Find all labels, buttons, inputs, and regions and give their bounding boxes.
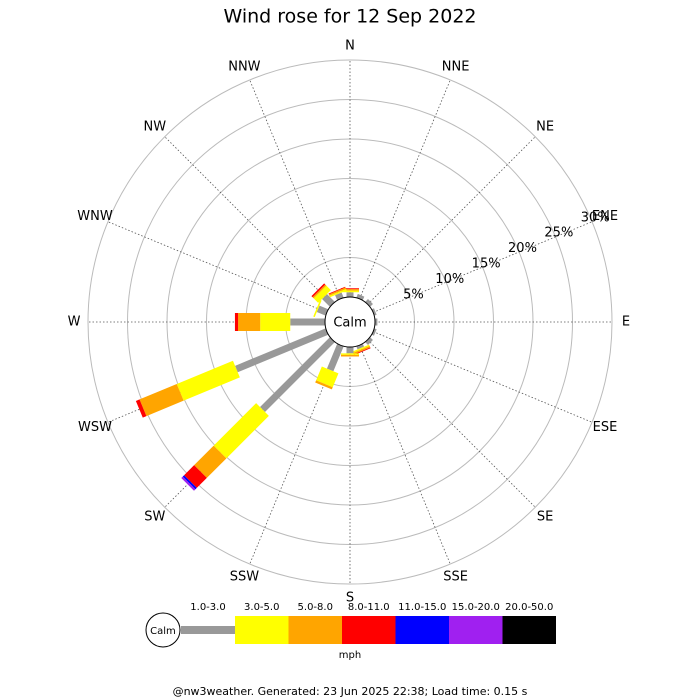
direction-label: NE — [536, 119, 554, 134]
wind-segment — [316, 366, 339, 388]
wind-segment — [176, 360, 240, 401]
direction-label: NW — [144, 119, 167, 134]
wind-segment — [139, 384, 184, 417]
legend-calm-label: Calm — [150, 626, 176, 637]
r-tick-label: 10% — [435, 272, 464, 287]
spoke — [249, 79, 341, 300]
wind-segment — [329, 288, 347, 298]
wind-segment — [322, 294, 335, 307]
wind-segment — [313, 299, 322, 318]
wind-segment — [335, 292, 344, 301]
wind-segment — [365, 337, 373, 345]
wind-segment — [260, 337, 335, 412]
grid-ring — [206, 178, 494, 466]
legend-swatch — [395, 616, 449, 644]
wind-segment — [328, 287, 347, 296]
legend-swatch — [502, 616, 556, 644]
r-tick-label: 20% — [508, 241, 537, 256]
wind-segment — [235, 328, 329, 373]
legend-swatch — [342, 616, 396, 644]
unit-label: mph — [339, 650, 361, 661]
wind-segment — [326, 343, 344, 372]
legend-swatch — [449, 616, 503, 644]
direction-label: SSE — [443, 569, 468, 584]
direction-label: ESE — [593, 420, 618, 435]
wind-segment — [352, 344, 370, 353]
legend-label: 8.0-11.0 — [348, 602, 390, 613]
wind-segment — [312, 284, 327, 299]
wind-segment — [135, 399, 147, 418]
spoke — [359, 79, 451, 300]
wind-segment — [365, 299, 373, 307]
direction-label: SE — [537, 510, 553, 525]
direction-label: NNE — [442, 60, 470, 75]
spoke — [359, 344, 451, 565]
r-tick-label: 25% — [544, 226, 573, 241]
wind-segment — [316, 305, 329, 316]
legend-label: 3.0-5.0 — [244, 602, 279, 613]
r-tick-label: 30% — [581, 210, 610, 225]
legend-label: 11.0-15.0 — [398, 602, 446, 613]
grid-ring — [87, 59, 613, 585]
wind-segment — [313, 285, 331, 303]
legend-label: 15.0-20.0 — [452, 602, 500, 613]
legend-swatch — [288, 616, 342, 644]
spoke — [107, 221, 328, 313]
wind-segment — [213, 403, 269, 459]
legend: Calm 1.0-3.0 3.0-5.0 5.0-8.0 8.0-11.0 11.0-1… — [145, 602, 556, 648]
r-tick-label: 5% — [403, 287, 424, 302]
direction-label: WSW — [78, 420, 112, 435]
wind-segment — [311, 283, 326, 298]
legend-label: 1.0-3.0 — [190, 602, 225, 613]
wind-segment — [315, 380, 333, 390]
wind-segment — [182, 475, 197, 490]
wind-segment — [356, 343, 365, 350]
legend-label: 20.0-50.0 — [505, 602, 553, 613]
bars — [135, 283, 378, 491]
footer: @nw3weather. Generated: 23 Jun 2025 22:3… — [173, 685, 528, 698]
direction-label: ENE — [592, 209, 618, 224]
spoke — [372, 331, 593, 423]
spoke — [164, 136, 333, 305]
wind-segment — [356, 293, 365, 301]
legend-calm — [145, 612, 181, 648]
direction-label: NNW — [228, 60, 260, 75]
wind-segment — [353, 346, 371, 355]
legend-swatch — [235, 616, 289, 644]
direction-label: E — [622, 315, 630, 330]
spoke — [372, 221, 593, 313]
wind-segment — [181, 476, 196, 491]
direction-label: W — [68, 315, 81, 330]
r-tick-label: 15% — [472, 257, 501, 272]
spoke — [367, 339, 536, 508]
chart-title: Wind rose for 12 Sep 2022 — [223, 6, 476, 28]
calm-label: Calm — [333, 316, 366, 331]
legend-swatch — [181, 626, 235, 634]
direction-label: WNW — [77, 209, 113, 224]
direction-label: S — [346, 591, 354, 606]
wind-segment — [184, 465, 207, 488]
direction-label: SSW — [230, 569, 260, 584]
legend-label: 5.0-8.0 — [298, 602, 333, 613]
calm-circle — [324, 296, 376, 348]
spoke — [367, 136, 536, 305]
wind-segment — [194, 445, 227, 478]
direction-label: N — [345, 39, 355, 54]
direction-label: SW — [144, 510, 165, 525]
labels: 5% 10% 15% 20% 25% 30% N NNE NE ENE E ESE SE SSE S SSW S… — [68, 39, 631, 606]
